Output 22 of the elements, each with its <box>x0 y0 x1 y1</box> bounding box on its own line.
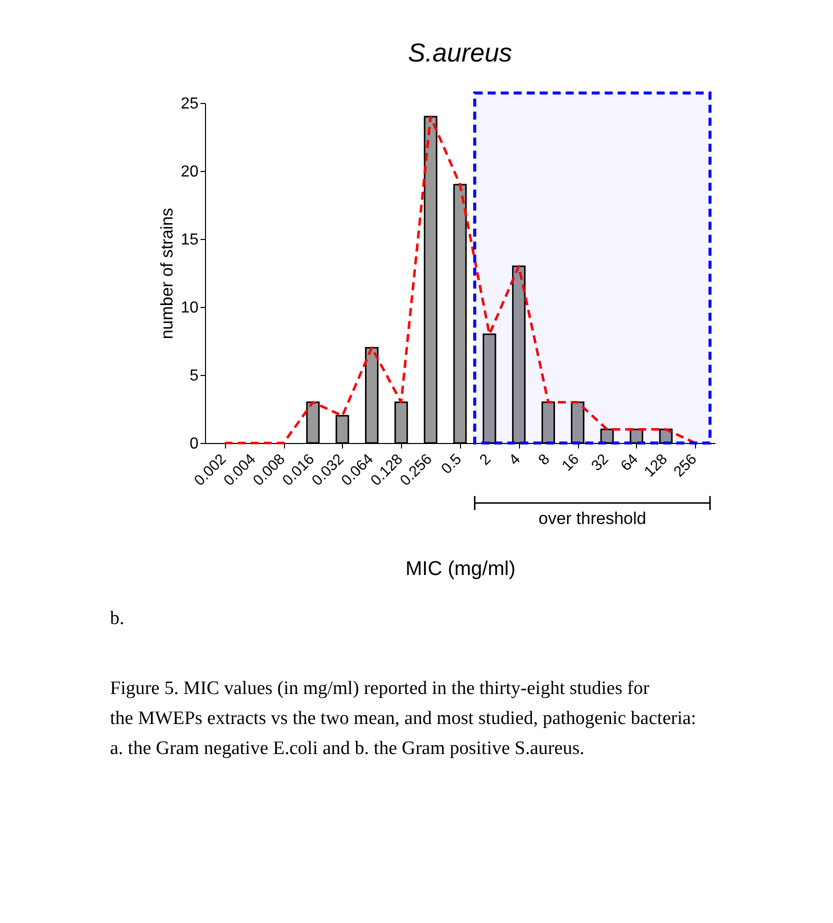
x-tick-label: 0.5 <box>438 450 465 478</box>
chart-title: S.aureus <box>408 38 512 68</box>
x-tick-label: 32 <box>588 450 612 475</box>
caption: Figure 5. MIC values (in mg/ml) reported in the thirty-eight studies for the MWEPs extracts vs the two mean, and most studied, pathogenic bacteria: a. the Gram negative E.coli and b. the Gram positive S.aureus. <box>110 678 696 759</box>
x-tick-label: 8 <box>535 450 554 469</box>
text: b. <box>110 608 124 629</box>
x-tick-label: 128 <box>641 450 671 480</box>
y-axis-title: number of strains <box>158 208 177 340</box>
y-tick-label: 10 <box>180 300 199 316</box>
line-series <box>223 115 697 444</box>
y-tick-label: 0 <box>190 436 199 452</box>
x-tick-label: 256 <box>670 450 700 480</box>
x-tick-label: 16 <box>558 450 583 475</box>
x-axis-title: MIC (mg/ml) <box>406 558 516 580</box>
text: over threshold <box>538 509 646 528</box>
x-tick-label: 4 <box>506 450 524 469</box>
x-tick-label: 2 <box>476 450 494 469</box>
y-tick-label: 15 <box>180 232 199 248</box>
y-tick-label: 25 <box>180 96 199 112</box>
x-tick-label: 64 <box>618 450 642 475</box>
y-tick-label: 5 <box>190 368 199 384</box>
y-tick-label: 20 <box>180 164 199 180</box>
